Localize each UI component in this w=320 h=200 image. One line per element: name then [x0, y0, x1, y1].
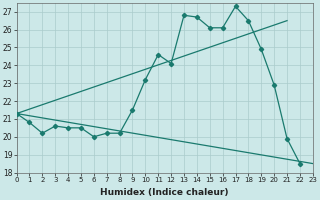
X-axis label: Humidex (Indice chaleur): Humidex (Indice chaleur) — [100, 188, 229, 197]
